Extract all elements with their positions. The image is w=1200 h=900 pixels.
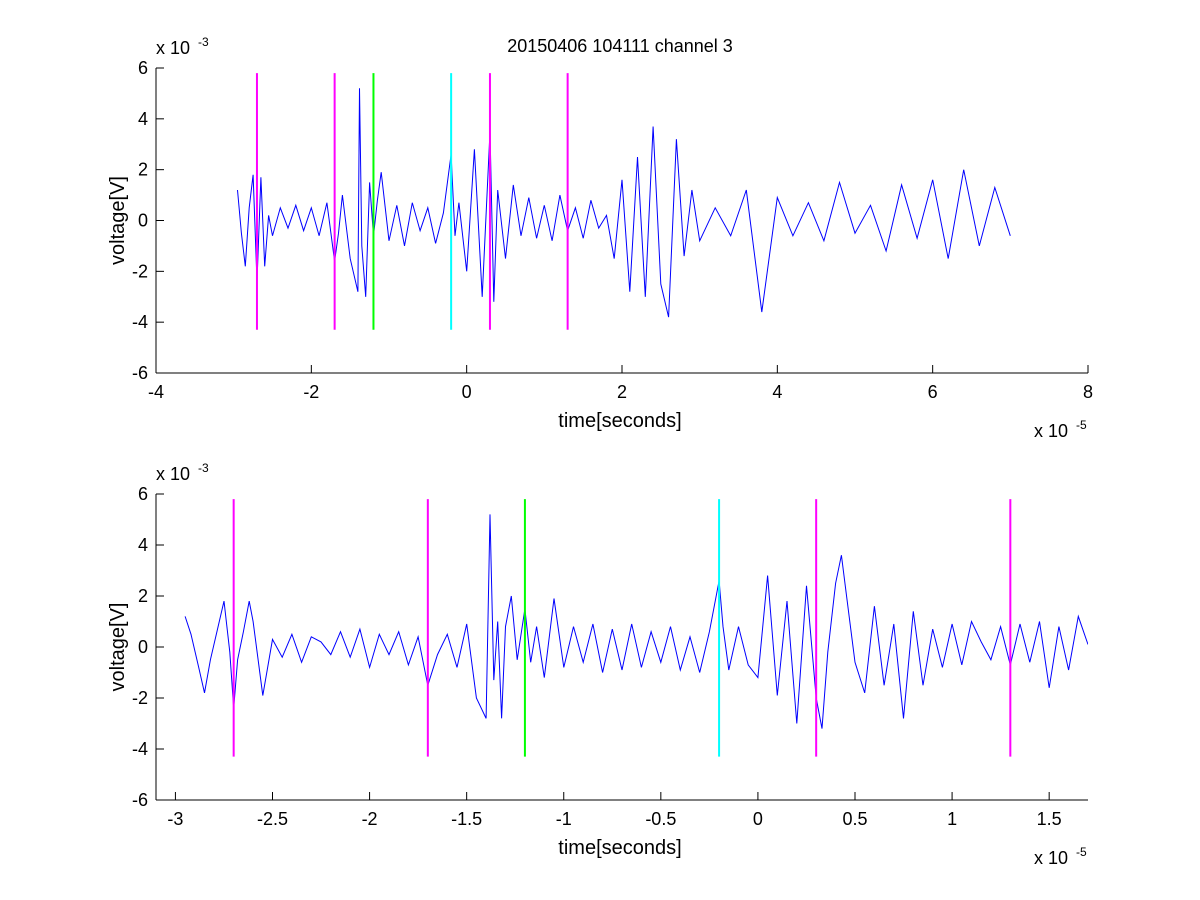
y-tick-label: 0 bbox=[138, 211, 148, 231]
y-tick-label: 0 bbox=[138, 637, 148, 657]
x-tick-label: 0 bbox=[753, 809, 763, 829]
y-tick-label: 6 bbox=[138, 484, 148, 504]
figure-title: 20150406 104111 channel 3 bbox=[507, 36, 733, 56]
x-axis-label: time[seconds] bbox=[558, 410, 681, 432]
x-tick-label: 8 bbox=[1083, 382, 1093, 402]
y-tick-label: -4 bbox=[132, 739, 148, 759]
x-axis-label: time[seconds] bbox=[558, 837, 681, 859]
x-axis-exponent: -5 bbox=[1076, 418, 1087, 432]
y-axis-exponent: -3 bbox=[198, 35, 209, 49]
y-tick-label: -2 bbox=[132, 261, 148, 281]
x-tick-label: 4 bbox=[772, 382, 782, 402]
signal-series-line bbox=[184, 514, 1088, 729]
y-tick-label: 4 bbox=[138, 535, 148, 555]
x-tick-label: -4 bbox=[148, 382, 164, 402]
y-axis-exponent: -3 bbox=[198, 461, 209, 475]
x-tick-label: 0.5 bbox=[842, 809, 867, 829]
x-tick-label: 2 bbox=[617, 382, 627, 402]
x-axis-multiplier: x 10 bbox=[1034, 421, 1068, 441]
y-tick-label: 2 bbox=[138, 586, 148, 606]
y-axis-label: voltage[V] bbox=[107, 603, 129, 692]
x-axis-exponent: -5 bbox=[1076, 845, 1087, 859]
y-axis-multiplier: x 10 bbox=[156, 38, 190, 58]
signal-series-line bbox=[237, 88, 1011, 318]
x-tick-label: 0 bbox=[462, 382, 472, 402]
y-axis-multiplier: x 10 bbox=[156, 464, 190, 484]
x-axis-multiplier: x 10 bbox=[1034, 848, 1068, 868]
x-tick-label: 6 bbox=[928, 382, 938, 402]
subplot-2: -3 -2.5 -2 -1.5 -1 -0.5 0 0.5 1 1.5 -6 -4 -2 0 2 4 6 x 10… bbox=[107, 461, 1088, 868]
x-tick-label: -2 bbox=[362, 809, 378, 829]
y-tick-label: -6 bbox=[132, 363, 148, 383]
x-tick-label: -0.5 bbox=[645, 809, 676, 829]
x-tick-label: -2.5 bbox=[257, 809, 288, 829]
x-tick-label: -1 bbox=[556, 809, 572, 829]
x-tick-label: 1.5 bbox=[1037, 809, 1062, 829]
y-tick-label: 6 bbox=[138, 58, 148, 78]
x-tick-label: -1.5 bbox=[451, 809, 482, 829]
y-tick-label: 4 bbox=[138, 109, 148, 129]
y-axis-label: voltage[V] bbox=[107, 176, 129, 265]
y-tick-label: -4 bbox=[132, 312, 148, 332]
y-tick-label: 2 bbox=[138, 160, 148, 180]
x-tick-label: -3 bbox=[167, 809, 183, 829]
y-tick-label: -6 bbox=[132, 790, 148, 810]
y-tick-label: -2 bbox=[132, 688, 148, 708]
x-tick-label: -2 bbox=[303, 382, 319, 402]
x-tick-label: 1 bbox=[947, 809, 957, 829]
